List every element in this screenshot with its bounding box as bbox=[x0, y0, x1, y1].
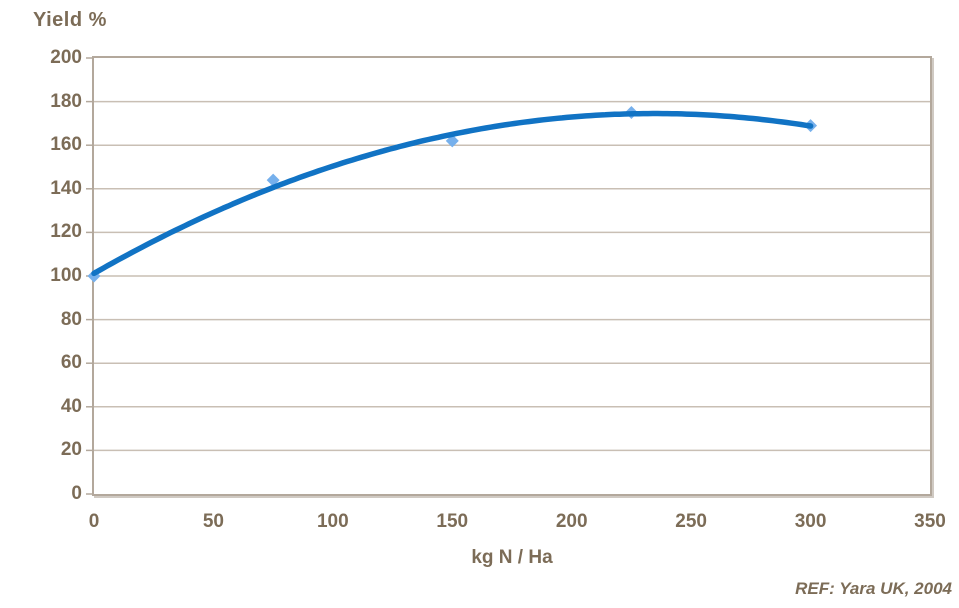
y-tick-label: 200 bbox=[50, 47, 82, 68]
y-tick-label: 0 bbox=[71, 483, 82, 504]
y-tick-label: 20 bbox=[60, 439, 82, 461]
y-tick-label: 40 bbox=[60, 395, 82, 417]
y-tick-label: 160 bbox=[50, 134, 82, 156]
x-axis-title: kg N / Ha bbox=[471, 547, 553, 568]
x-tick-label: 150 bbox=[436, 511, 469, 532]
x-tick-label: 50 bbox=[202, 511, 224, 532]
y-tick-label: 100 bbox=[50, 265, 82, 286]
plot-canvas bbox=[86, 57, 930, 495]
y-tick-label: 180 bbox=[50, 90, 82, 112]
y-tick-label: 120 bbox=[50, 221, 82, 243]
x-tick-label: 250 bbox=[675, 511, 707, 532]
y-tick-label: 60 bbox=[60, 352, 82, 374]
chart-title: Yield % bbox=[33, 9, 107, 31]
x-tick-label: 350 bbox=[914, 511, 946, 532]
x-tick-label: 300 bbox=[794, 511, 827, 532]
x-tick-label: 200 bbox=[555, 511, 588, 532]
x-tick-label: 0 bbox=[88, 511, 100, 532]
x-tick-label: 100 bbox=[316, 511, 349, 532]
reference-note: REF: Yara UK, 2004 bbox=[795, 579, 952, 598]
y-tick-label: 140 bbox=[50, 177, 82, 199]
y-tick-label: 80 bbox=[60, 308, 82, 330]
trend-line bbox=[91, 110, 814, 277]
plot-area bbox=[86, 56, 932, 496]
